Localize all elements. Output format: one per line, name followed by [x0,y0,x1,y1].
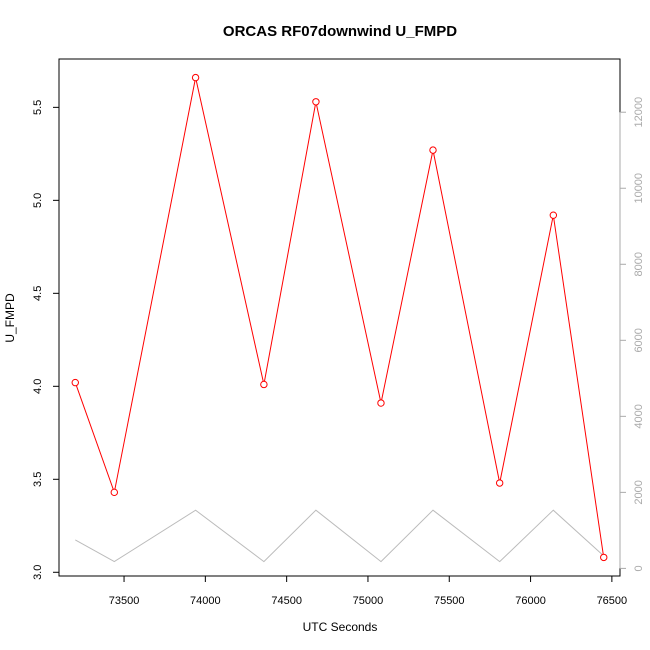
data-point [600,553,608,562]
left-series-line [74,77,605,558]
left-tick-label: 4.0 [32,379,44,394]
right-tick-label: 0 [633,565,645,571]
left-tick-label: 3.5 [32,472,44,487]
bottom-tick-label: 76500 [597,595,628,607]
data-point [71,378,79,387]
data-point [429,146,437,154]
bottom-tick-label: 75000 [353,595,384,607]
left-tick-label: 5.5 [32,100,44,115]
left-tick-label: 3.0 [32,565,44,580]
left-axis: 3.0 3.5 4.0 4.5 5.0 5.5 [32,100,60,580]
y-axis-label: U_FMPD [3,293,17,343]
right-tick-label: 2000 [633,480,645,504]
bottom-tick-label: 76000 [515,595,546,607]
right-tick-label: 6000 [633,328,645,352]
right-axis: 0 2000 4000 6000 8000 10000 12000 [619,97,645,571]
bottom-tick-label: 73500 [109,595,140,607]
right-series-line [75,509,605,563]
data-point [377,399,385,407]
bottom-tick-label: 75500 [434,595,465,607]
data-point [495,479,504,487]
data-point [260,380,268,389]
data-point [549,211,558,219]
left-tick-label: 4.5 [32,286,44,301]
data-point [110,488,118,497]
data-point [312,98,320,106]
right-tick-label: 10000 [633,173,645,204]
x-axis-label: UTC Seconds [303,620,378,634]
right-tick-label: 4000 [633,404,645,428]
data-point [191,73,200,82]
plot-frame [58,58,621,577]
right-tick-label: 12000 [633,97,645,128]
chart-title: ORCAS RF07downwind U_FMPD [223,23,457,40]
bottom-axis: 73500 74000 74500 75000 75500 76000 76500 [109,575,628,607]
bottom-tick-label: 74500 [271,595,302,607]
right-tick-label: 8000 [633,252,645,276]
bottom-tick-label: 74000 [190,595,221,607]
left-tick-label: 5.0 [32,193,44,208]
series-group [71,73,608,563]
